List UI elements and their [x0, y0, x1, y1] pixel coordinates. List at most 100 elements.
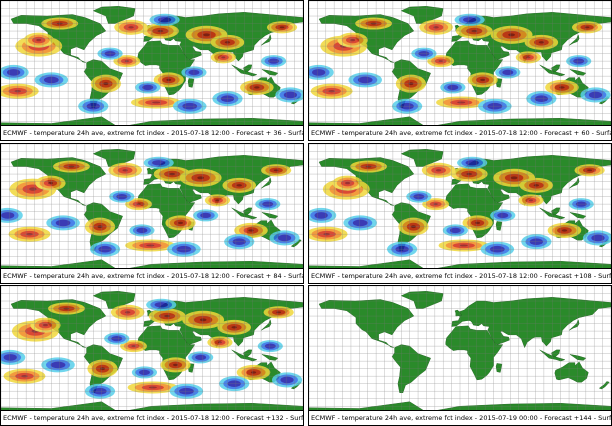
continent-indonesia — [231, 64, 258, 77]
world-map — [0, 143, 304, 269]
cold-anomaly-patch — [154, 302, 168, 308]
lat-lon-grid — [309, 286, 611, 410]
warm-anomaly-patch — [199, 318, 207, 322]
continent-new-guinea — [569, 354, 587, 361]
world-map — [308, 285, 612, 411]
warm-anomaly-patch — [124, 311, 131, 314]
cold-anomaly-patch — [142, 84, 154, 91]
warm-anomaly-patch — [148, 386, 157, 389]
warm-anomaly-patch — [250, 371, 257, 374]
warm-anomaly-patch — [221, 56, 226, 59]
cold-anomaly-patch — [50, 361, 66, 369]
lat-lon-grid — [1, 1, 303, 125]
warm-anomaly-patch — [36, 38, 42, 42]
cold-anomaly-patch — [357, 76, 373, 84]
cold-anomaly-patch — [280, 376, 294, 384]
world-map — [0, 0, 304, 126]
map-panel-2: ECMWF - temperature 24h ave, extreme fct… — [308, 0, 612, 141]
continent-new-guinea — [261, 212, 279, 219]
continent-madagascar — [495, 221, 503, 231]
cold-anomaly-patch — [497, 212, 509, 219]
cold-anomaly-patch — [502, 69, 514, 76]
map-caption: ECMWF - temperature 24h ave, extreme fct… — [308, 411, 612, 426]
warm-anomaly-patch — [433, 26, 439, 29]
continent-japan — [568, 34, 580, 46]
warm-anomaly-patch — [43, 323, 48, 327]
warm-anomaly-patch — [435, 169, 442, 172]
warm-anomaly-patch — [122, 169, 128, 172]
continent-new-guinea — [261, 354, 279, 361]
continent-australia — [554, 361, 589, 383]
cold-anomaly-patch — [6, 69, 21, 76]
warm-anomaly-patch — [276, 311, 282, 314]
map-caption: ECMWF - temperature 24h ave, extreme fct… — [0, 269, 304, 284]
world-map — [308, 0, 612, 126]
warm-anomaly-patch — [508, 33, 515, 37]
cold-anomaly-patch — [465, 160, 479, 166]
cold-anomaly-patch — [312, 69, 326, 76]
cold-anomaly-patch — [195, 354, 207, 361]
cold-anomaly-patch — [314, 212, 328, 219]
cold-anomaly-patch — [55, 219, 71, 227]
cold-anomaly-patch — [463, 17, 477, 23]
continent-new-guinea — [569, 69, 587, 76]
cold-anomaly-patch — [447, 84, 459, 91]
cold-anomaly-patch — [136, 227, 148, 234]
world-map — [308, 143, 612, 269]
lat-lon-grid — [309, 1, 611, 125]
warm-anomaly-patch — [559, 86, 565, 89]
warm-anomaly-patch — [217, 341, 222, 344]
warm-anomaly-patch — [152, 101, 161, 104]
continent-europe-asia — [451, 297, 611, 349]
warm-anomaly-patch — [587, 169, 593, 172]
continent-new-zealand — [598, 381, 610, 390]
lat-lon-grid — [1, 144, 303, 268]
warm-anomaly-patch — [197, 176, 205, 180]
cold-anomaly-patch — [277, 234, 292, 242]
continent-japan — [568, 177, 580, 189]
cold-anomaly-patch — [3, 354, 17, 361]
continent-japan — [260, 34, 272, 46]
warm-anomaly-patch — [345, 181, 351, 185]
warm-anomaly-patch — [510, 176, 518, 180]
warm-anomaly-patch — [254, 86, 260, 89]
warm-anomaly-patch — [236, 184, 242, 187]
continent-madagascar — [187, 78, 195, 88]
continent-japan — [260, 177, 272, 189]
warm-anomaly-patch — [475, 221, 481, 225]
warm-anomaly-patch — [538, 41, 545, 44]
world-map — [0, 285, 304, 411]
warm-anomaly-patch — [528, 199, 533, 202]
warm-anomaly-patch — [128, 26, 134, 29]
warm-anomaly-patch — [203, 33, 210, 37]
warm-anomaly-patch — [215, 199, 220, 202]
warm-anomaly-patch — [526, 56, 531, 59]
cold-anomaly-patch — [200, 212, 212, 219]
map-panel-3: ECMWF - temperature 24h ave, extreme fct… — [0, 143, 304, 284]
continent-indonesia — [231, 349, 258, 362]
warm-anomaly-patch — [533, 184, 540, 187]
map-caption: ECMWF - temperature 24h ave, extreme fct… — [0, 411, 304, 426]
map-panel-4: ECMWF - temperature 24h ave, extreme fct… — [308, 143, 612, 284]
warm-anomaly-patch — [178, 221, 183, 225]
warm-anomaly-patch — [480, 78, 486, 82]
warm-anomaly-patch — [173, 363, 178, 367]
cold-anomaly-patch — [283, 91, 298, 99]
cold-anomaly-patch — [1, 212, 15, 219]
cold-anomaly-patch — [352, 219, 368, 227]
continent-japan — [568, 319, 580, 331]
continent-indonesia — [231, 207, 258, 220]
continent-new-guinea — [261, 69, 279, 76]
anomaly-overlay — [1, 298, 303, 399]
map-panel-6: ECMWF - temperature 24h ave, extreme fct… — [308, 285, 612, 426]
warm-anomaly-patch — [584, 26, 590, 29]
map-caption: ECMWF - temperature 24h ave, extreme fct… — [0, 126, 304, 141]
map-caption: ECMWF - temperature 24h ave, extreme fct… — [308, 269, 612, 284]
cold-anomaly-patch — [588, 91, 603, 99]
continent-new-guinea — [569, 212, 587, 219]
cold-anomaly-patch — [152, 160, 166, 166]
warm-anomaly-patch — [279, 26, 285, 29]
continent-indonesia — [539, 64, 566, 77]
warm-anomaly-patch — [273, 169, 279, 172]
cold-anomaly-patch — [591, 234, 605, 242]
